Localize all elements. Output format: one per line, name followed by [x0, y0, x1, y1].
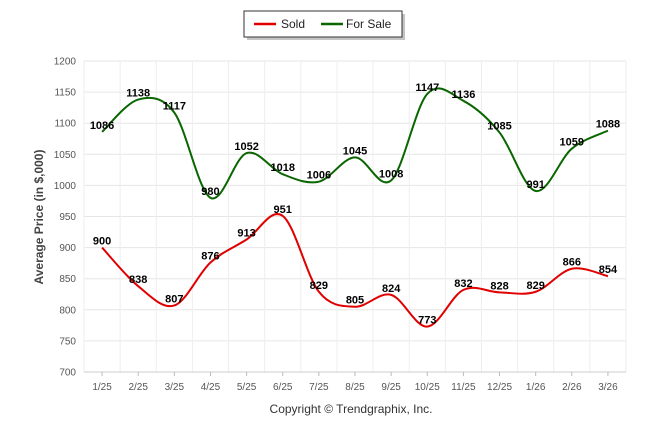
- y-tick-label: 900: [59, 243, 76, 254]
- x-tick-label: 9/25: [381, 382, 401, 393]
- x-tick-label: 12/25: [487, 382, 512, 393]
- x-tick-label: 8/25: [345, 382, 365, 393]
- y-tick-label: 1050: [54, 150, 77, 161]
- data-label-for-sale: 1052: [234, 141, 258, 153]
- data-label-for-sale: 1088: [596, 119, 620, 131]
- axes: 700 750 800 850 900 950 1000 1050 1100 1150 1200 1/…: [54, 57, 626, 393]
- data-label-sold: 807: [165, 293, 183, 305]
- data-label-for-sale: 1117: [163, 101, 186, 113]
- data-label-for-sale: 1136: [451, 89, 475, 101]
- data-label-for-sale: 980: [201, 186, 219, 198]
- copyright-footer: Copyright © Trendgraphix, Inc.: [270, 402, 433, 416]
- legend-label-sold: Sold: [281, 17, 305, 31]
- y-tick-label: 800: [59, 305, 76, 316]
- y-tick-label: 850: [59, 274, 76, 285]
- legend: Sold For Sale: [243, 10, 405, 40]
- x-tick-label: 3/26: [598, 382, 618, 393]
- y-axis-title: Average Price (in $,000): [32, 150, 46, 285]
- x-tick-label: 4/25: [201, 382, 221, 393]
- data-label-for-sale: 1018: [270, 162, 294, 174]
- data-label-for-sale: 1147: [415, 82, 439, 94]
- data-label-for-sale: 1008: [379, 168, 403, 180]
- x-tick-label: 1/25: [92, 382, 112, 393]
- y-tick-label: 1150: [54, 88, 76, 99]
- data-label-sold: 828: [490, 280, 508, 292]
- data-label-sold: 805: [346, 295, 364, 307]
- series-line-for-sale: [101, 87, 609, 200]
- data-label-for-sale: 1138: [126, 88, 150, 100]
- y-tick-label: 1000: [54, 181, 77, 192]
- data-label-sold: 832: [454, 278, 472, 290]
- x-tick-label: 10/25: [415, 382, 440, 393]
- data-label-sold: 876: [201, 251, 219, 263]
- data-label-for-sale: 1086: [90, 120, 114, 132]
- data-label-for-sale: 1006: [307, 170, 331, 182]
- data-label-for-sale: 1045: [343, 145, 367, 157]
- series-lines: [101, 87, 609, 328]
- x-tick-label: 3/25: [165, 382, 185, 393]
- data-label-for-sale: 991: [526, 179, 544, 191]
- data-label-sold: 824: [382, 283, 401, 295]
- x-tick-label: 6/25: [273, 382, 293, 393]
- x-tick-label: 11/25: [451, 382, 476, 393]
- data-label-for-sale: 1059: [560, 137, 584, 149]
- data-label-sold: 838: [129, 274, 147, 286]
- data-label-sold: 900: [93, 236, 111, 248]
- data-label-sold: 913: [237, 228, 255, 240]
- data-labels: 900 838 807 876 913 951 829 805 824 773 832 828 829 8…: [90, 82, 620, 327]
- x-tick-label: 2/25: [128, 382, 148, 393]
- data-label-for-sale: 1085: [487, 121, 511, 133]
- data-label-sold: 854: [599, 264, 618, 276]
- data-label-sold: 773: [418, 315, 436, 327]
- x-tick-label: 1/26: [526, 382, 546, 393]
- y-tick-label: 950: [59, 212, 76, 223]
- data-label-sold: 829: [310, 280, 328, 292]
- y-tick-label: 700: [59, 368, 76, 379]
- x-tick-label: 2/26: [562, 382, 582, 393]
- x-tick-label: 5/25: [237, 382, 257, 393]
- legend-label-for-sale: For Sale: [346, 17, 392, 31]
- y-tick-label: 750: [59, 336, 76, 347]
- data-label-sold: 866: [563, 257, 581, 269]
- data-label-sold: 951: [274, 204, 292, 216]
- y-tick-label: 1100: [54, 119, 76, 130]
- x-tick-label: 7/25: [309, 382, 329, 393]
- y-tick-label: 1200: [54, 57, 77, 68]
- series-line-sold: [101, 213, 609, 328]
- data-label-sold: 829: [526, 280, 544, 292]
